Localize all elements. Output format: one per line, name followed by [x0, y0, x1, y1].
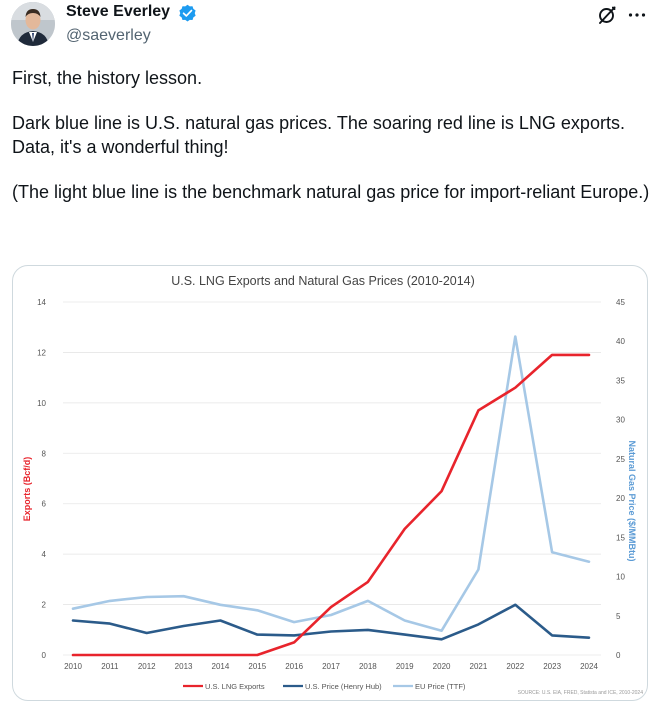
x-tick-label: 2016 — [285, 662, 303, 671]
y-tick-label: 6 — [42, 500, 47, 509]
y2-axis-label: Natural Gas Price ($/MMBtu) — [627, 440, 637, 561]
y-tick-label: 14 — [37, 298, 46, 307]
x-tick-label: 2022 — [506, 662, 524, 671]
author-handle[interactable]: @saeverley — [66, 27, 151, 44]
x-tick-label: 2015 — [248, 662, 266, 671]
y-tick-label: 0 — [42, 651, 47, 660]
tweet-paragraph: Dark blue line is U.S. natural gas price… — [12, 113, 625, 157]
chart-source: SOURCE: U.S. EIA, FRED, Statista and ICE… — [518, 690, 644, 696]
author-name[interactable]: Steve Everley — [66, 3, 171, 20]
y2-tick-label: 25 — [616, 455, 625, 464]
y-tick-label: 10 — [37, 399, 46, 408]
series-line-u-s-lng-exports — [71, 353, 591, 657]
more-icon[interactable] — [627, 5, 647, 25]
grok-icon[interactable] — [597, 5, 617, 25]
y-tick-label: 4 — [42, 550, 47, 559]
y-tick-label: 8 — [42, 449, 47, 458]
tweet-paragraph: First, the history lesson. — [12, 68, 203, 88]
x-tick-label: 2023 — [543, 662, 561, 671]
verified-badge-icon — [179, 4, 196, 22]
series-line-u-s-price-henry-hub — [71, 603, 591, 641]
x-tick-label: 2014 — [212, 662, 230, 671]
y2-tick-label: 0 — [616, 651, 621, 660]
legend-label: U.S. Price (Henry Hub) — [305, 682, 382, 691]
x-tick-label: 2011 — [101, 662, 119, 671]
x-tick-label: 2018 — [359, 662, 377, 671]
y2-tick-label: 15 — [616, 533, 625, 542]
media-card[interactable]: U.S. LNG Exports and Natural Gas Prices … — [12, 265, 648, 701]
y2-tick-label: 30 — [616, 416, 625, 425]
y-tick-label: 12 — [37, 348, 46, 357]
tweet-paragraph: (The light blue line is the benchmark na… — [12, 182, 650, 202]
x-tick-label: 2019 — [396, 662, 414, 671]
y-axis-label: Exports (Bcf/d) — [22, 457, 32, 522]
y2-tick-label: 10 — [616, 573, 625, 582]
x-tick-label: 2013 — [175, 662, 193, 671]
y-tick-label: 2 — [42, 601, 47, 610]
x-tick-label: 2024 — [580, 662, 598, 671]
series-line-eu-price-ttf — [71, 335, 591, 633]
chart-title: U.S. LNG Exports and Natural Gas Prices … — [171, 274, 475, 288]
x-tick-label: 2010 — [64, 662, 82, 671]
avatar[interactable] — [11, 2, 55, 46]
tweet-text: First, the history lesson. Dark blue lin… — [12, 66, 652, 225]
y2-tick-label: 40 — [616, 337, 625, 346]
y2-tick-label: 5 — [616, 612, 621, 621]
y2-tick-label: 35 — [616, 376, 625, 385]
legend-label: EU Price (TTF) — [415, 682, 466, 691]
line-chart: U.S. LNG Exports and Natural Gas Prices … — [22, 274, 644, 696]
x-tick-label: 2021 — [470, 662, 488, 671]
x-tick-label: 2012 — [138, 662, 156, 671]
y2-tick-label: 45 — [616, 298, 625, 307]
legend-label: U.S. LNG Exports — [205, 682, 265, 691]
y2-tick-label: 20 — [616, 494, 625, 503]
x-tick-label: 2017 — [322, 662, 340, 671]
avatar-image — [11, 2, 55, 46]
x-tick-label: 2020 — [433, 662, 451, 671]
